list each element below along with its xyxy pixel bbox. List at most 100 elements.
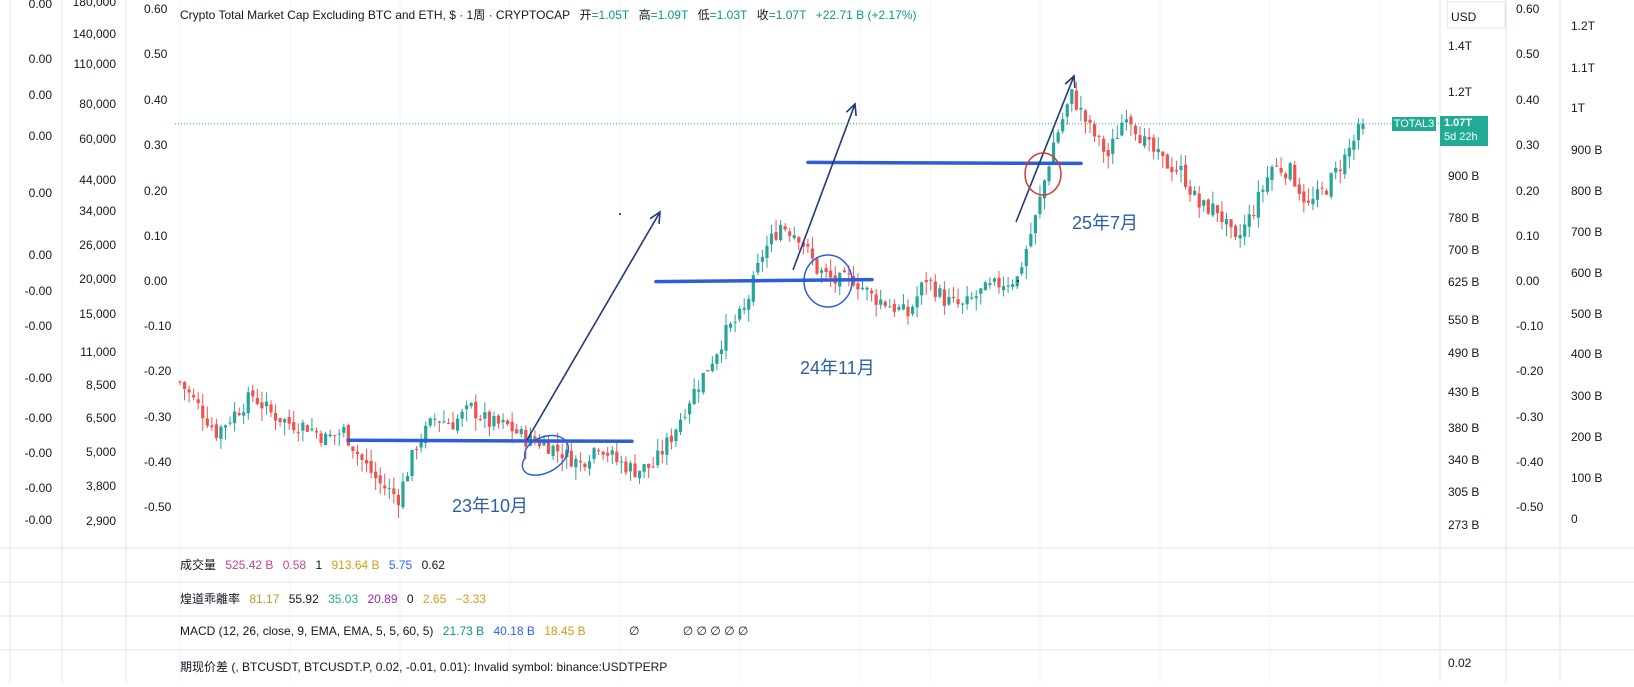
candle-body xyxy=(496,415,501,424)
candle-body xyxy=(706,370,710,372)
left-axis-b-tick: 140,000 xyxy=(73,27,117,41)
candle-body xyxy=(565,449,569,457)
candle-body xyxy=(278,418,282,423)
candle-body xyxy=(587,461,592,469)
candle-body xyxy=(510,421,514,432)
candle-body xyxy=(287,417,291,424)
candle-body xyxy=(1202,200,1206,206)
candle-body xyxy=(1065,104,1069,117)
candle-body xyxy=(474,401,478,419)
candle-body xyxy=(574,458,578,468)
left-axis-b-tick: 44,000 xyxy=(79,173,116,187)
dot-1 xyxy=(619,213,621,215)
countdown: 5d 22h xyxy=(1444,131,1478,143)
right-axis-d-tick: 300 B xyxy=(1571,389,1602,403)
candle-body xyxy=(865,287,869,290)
arrow-2-head xyxy=(845,102,857,117)
candle-body xyxy=(1174,170,1179,172)
candle-body xyxy=(442,421,446,423)
right-axis-d-tick: 600 B xyxy=(1571,266,1602,280)
spread-axis-value: 0.02 xyxy=(1448,656,1472,670)
candle-body xyxy=(560,454,564,459)
candle-body xyxy=(1120,122,1124,136)
open-label: 开 xyxy=(579,8,592,22)
candle-body xyxy=(333,435,337,437)
price-axis-tick: 490 B xyxy=(1448,346,1479,360)
candle-body xyxy=(1092,124,1097,137)
header-legend: Crypto Total Market Cap Excluding BTC an… xyxy=(180,6,922,23)
candle-body xyxy=(1006,285,1010,287)
candle-body xyxy=(961,303,965,305)
candle-body xyxy=(1356,124,1361,141)
candle-body xyxy=(346,424,350,446)
candle-body xyxy=(273,412,278,421)
support-line-3 xyxy=(806,160,1083,166)
candle-body xyxy=(724,324,728,351)
candle-body xyxy=(769,233,774,245)
candle-body xyxy=(214,424,218,438)
candle-body xyxy=(1234,225,1238,238)
candle-body xyxy=(892,303,896,312)
candle-body xyxy=(783,226,787,230)
candle-body xyxy=(1352,140,1356,150)
candle-body xyxy=(1111,138,1115,155)
candle-body xyxy=(970,297,974,299)
channel-v3: 35.03 xyxy=(328,592,359,606)
left-axis-c: 0.60 0.50 0.40 0.30 0.20 0.10 0.00 -0.10 -0.20 -0… xyxy=(144,2,172,514)
candle-body xyxy=(1274,165,1279,167)
arrow-2-shaft xyxy=(792,103,856,271)
candle-body xyxy=(888,306,892,308)
candle-body xyxy=(533,436,537,442)
candle-body xyxy=(974,296,978,299)
price-axis-tick: 1.4T xyxy=(1448,39,1473,53)
candle-body xyxy=(301,422,305,431)
candle-body xyxy=(1133,125,1138,135)
candle-body xyxy=(460,411,464,419)
price-axis: 1.4T 1.2T 900 B 780 B 700 B 625 B 550 B 490 B 43… xyxy=(1448,39,1479,532)
left-axis-b-tick: 8,500 xyxy=(86,378,116,392)
arrow-2 xyxy=(792,102,857,271)
left-axis-a-tick: -0.00 xyxy=(25,513,53,527)
candle-body xyxy=(360,454,364,460)
candle-body xyxy=(501,419,505,423)
candle-body xyxy=(1224,219,1229,225)
right-axis-c-tick: 0.50 xyxy=(1516,47,1540,61)
currency-label[interactable]: USD xyxy=(1451,10,1477,24)
right-axis-d-tick: 900 B xyxy=(1571,143,1602,157)
candle-body xyxy=(451,422,455,430)
left-axis-b-tick: 2,900 xyxy=(86,514,116,528)
candle-body xyxy=(1361,123,1365,130)
candle-body xyxy=(228,422,232,424)
candle-body xyxy=(387,488,391,490)
channel-v1: 81.17 xyxy=(249,592,280,606)
drawings xyxy=(175,74,1488,476)
candle-body xyxy=(283,419,287,423)
candle-body xyxy=(1320,187,1324,189)
candle-body xyxy=(915,296,919,308)
candle-body xyxy=(433,418,437,420)
candle-body xyxy=(742,308,746,310)
dot-2 xyxy=(1017,280,1019,282)
right-axis-d-tick: 0 xyxy=(1571,512,1578,526)
candle-body xyxy=(1161,151,1165,157)
candle-body xyxy=(1288,163,1292,180)
arrow-3-shaft xyxy=(1015,75,1075,223)
right-axis-c-tick: 0.60 xyxy=(1516,2,1540,16)
support-line-1 xyxy=(346,438,634,444)
candle-body xyxy=(410,449,414,476)
macd-legend: MACD (12, 26, close, 9, EMA, EMA, 5, 5, … xyxy=(180,624,754,638)
candle-body xyxy=(719,349,724,355)
left-axis-a-tick: -0.00 xyxy=(25,371,53,385)
candle-body xyxy=(478,419,482,421)
candle-body xyxy=(1302,191,1306,203)
candle-body xyxy=(674,429,678,442)
candle-body xyxy=(1338,169,1342,172)
candle-body xyxy=(260,402,264,409)
candle-body xyxy=(710,363,714,371)
left-axis-c-tick: -0.40 xyxy=(144,455,172,469)
right-axis-d-tick: 1.1T xyxy=(1571,61,1596,75)
channel-label: 煌道乖離率 xyxy=(180,592,241,606)
candle-body xyxy=(1197,193,1201,208)
candle-body xyxy=(615,451,619,462)
